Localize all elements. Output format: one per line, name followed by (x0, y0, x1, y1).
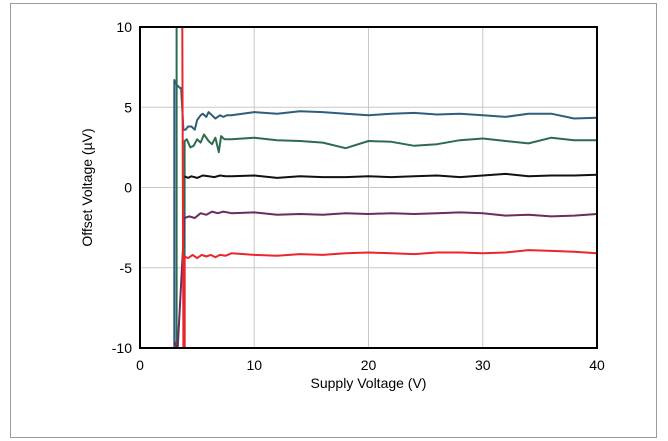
y-tick-label: -5 (120, 260, 133, 276)
y-tick-label: 5 (124, 99, 132, 115)
series-group (173, 26, 598, 349)
y-tick-label: -10 (112, 340, 132, 356)
grid-lines (140, 27, 597, 348)
series-line-1 (173, 79, 598, 348)
x-tick-label: 40 (589, 357, 605, 373)
y-tick-label: 0 (124, 180, 132, 196)
x-tick-label: 30 (475, 357, 491, 373)
plot-border (139, 26, 598, 349)
chart-frame (10, 3, 657, 438)
x-tick-label: 10 (246, 357, 262, 373)
y-axis-label: Offset Voltage (µV) (79, 128, 95, 246)
series-line-5 (181, 26, 598, 349)
x-tick-label: 0 (136, 357, 144, 373)
series-line-2 (175, 27, 597, 349)
series-line-3 (184, 172, 598, 179)
y-tick-label: 10 (116, 19, 132, 35)
x-tick-labels: 0 10 20 30 40 (136, 357, 605, 373)
series-line-4 (173, 210, 598, 349)
x-axis-label: Supply Voltage (V) (311, 375, 427, 391)
y-tick-labels: -10 -5 0 5 10 (112, 19, 132, 356)
x-tick-label: 20 (361, 357, 377, 373)
